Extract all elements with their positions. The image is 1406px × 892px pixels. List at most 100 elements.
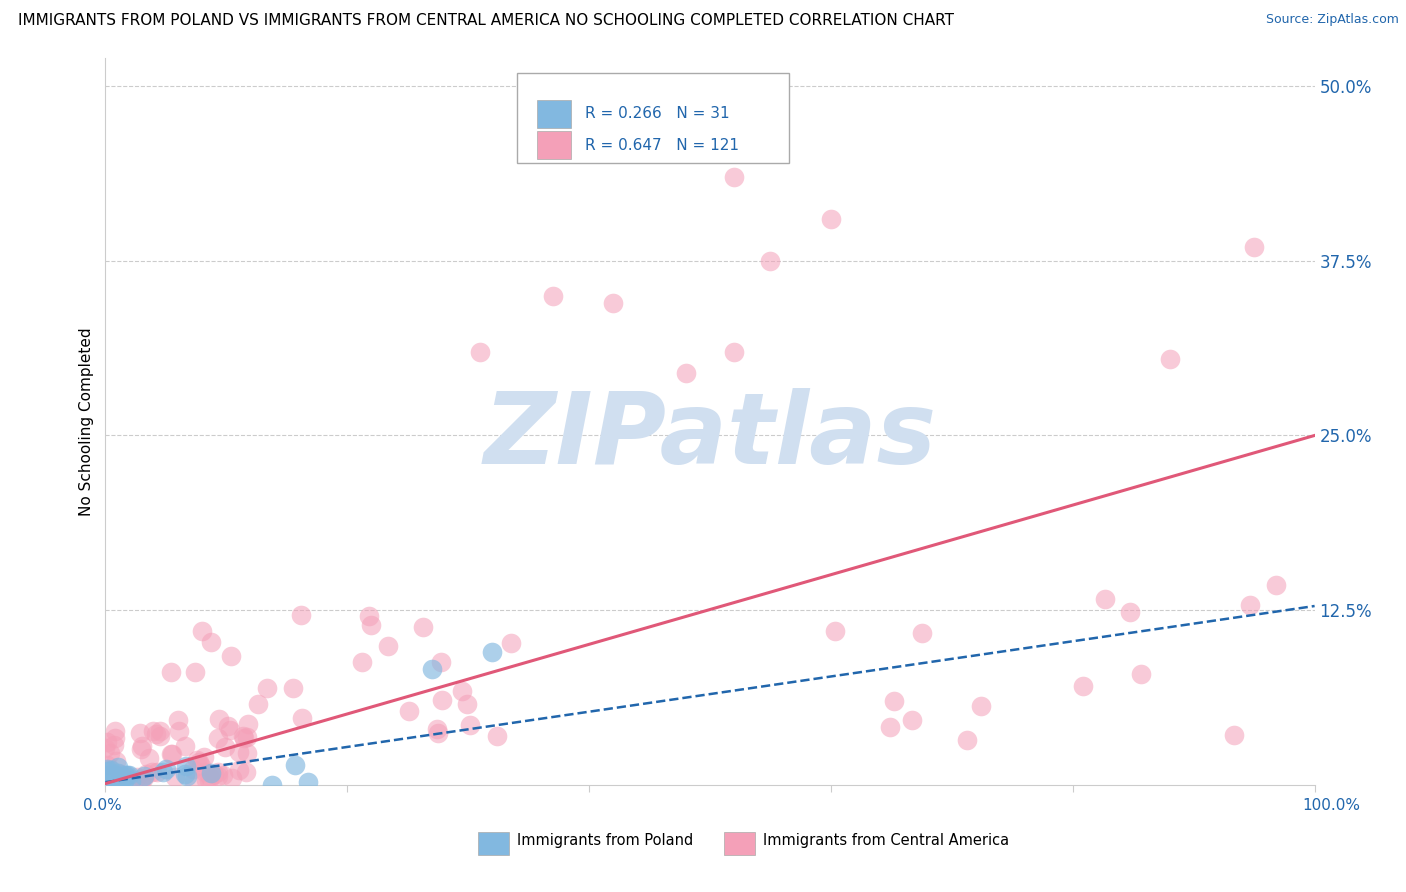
Text: IMMIGRANTS FROM POLAND VS IMMIGRANTS FROM CENTRAL AMERICA NO SCHOOLING COMPLETED: IMMIGRANTS FROM POLAND VS IMMIGRANTS FRO…	[18, 13, 955, 29]
Point	[190, 759, 212, 773]
Point	[131, 739, 153, 753]
Text: Immigrants from Central America: Immigrants from Central America	[763, 833, 1010, 847]
Point	[101, 772, 124, 786]
Point	[232, 729, 254, 743]
Point	[129, 772, 152, 786]
Point	[105, 769, 128, 783]
Point	[160, 747, 183, 761]
Point	[104, 771, 127, 785]
Point	[103, 738, 125, 752]
Point	[420, 662, 443, 676]
Point	[114, 768, 136, 782]
Point	[135, 767, 157, 781]
Point	[820, 211, 842, 226]
Point	[152, 764, 174, 779]
Point	[675, 366, 697, 380]
Point	[200, 766, 222, 780]
Point	[193, 750, 215, 764]
Point	[281, 681, 304, 696]
Point	[165, 770, 187, 784]
Point	[202, 766, 225, 780]
Point	[900, 713, 922, 727]
Point	[169, 723, 191, 738]
Point	[221, 771, 243, 785]
Point	[101, 770, 124, 784]
Point	[96, 764, 118, 779]
Point	[174, 759, 197, 773]
Point	[297, 775, 319, 789]
Point	[149, 724, 172, 739]
Point	[176, 769, 198, 783]
Point	[759, 253, 782, 268]
Point	[458, 718, 481, 732]
Point	[883, 694, 905, 708]
FancyBboxPatch shape	[516, 72, 789, 163]
Point	[111, 770, 134, 784]
Point	[1159, 351, 1181, 366]
Point	[138, 750, 160, 764]
FancyBboxPatch shape	[537, 131, 571, 159]
Point	[723, 169, 745, 184]
Point	[117, 768, 139, 782]
Point	[398, 704, 420, 718]
Point	[125, 770, 148, 784]
Point	[194, 765, 217, 780]
Point	[499, 636, 522, 650]
Point	[247, 698, 270, 712]
Point	[146, 765, 169, 780]
Point	[470, 344, 492, 359]
Point	[207, 712, 229, 726]
Point	[352, 655, 374, 669]
Point	[377, 639, 399, 653]
Point	[290, 711, 312, 725]
Text: R = 0.647   N = 121: R = 0.647 N = 121	[585, 137, 740, 153]
Point	[430, 693, 453, 707]
Point	[1094, 592, 1116, 607]
Point	[1264, 578, 1286, 592]
Point	[160, 747, 183, 762]
Point	[132, 769, 155, 783]
Point	[181, 763, 204, 777]
Point	[190, 624, 212, 638]
Point	[186, 753, 208, 767]
Point	[236, 717, 259, 731]
Point	[174, 739, 197, 754]
Point	[129, 741, 152, 756]
Point	[108, 766, 131, 780]
Point	[104, 724, 127, 739]
Point	[159, 665, 181, 680]
Point	[184, 665, 207, 680]
Point	[360, 618, 382, 632]
Point	[956, 733, 979, 747]
Point	[541, 288, 564, 302]
Point	[94, 740, 117, 755]
Point	[824, 624, 846, 638]
Point	[1239, 599, 1261, 613]
Point	[129, 726, 152, 740]
Point	[100, 763, 122, 777]
Text: R = 0.266   N = 31: R = 0.266 N = 31	[585, 106, 730, 121]
Point	[485, 729, 508, 743]
Point	[235, 764, 257, 779]
Point	[284, 758, 307, 772]
Point	[96, 735, 118, 749]
Point	[218, 723, 240, 737]
Point	[723, 344, 745, 359]
Point	[118, 768, 141, 782]
Point	[359, 608, 381, 623]
Point	[219, 649, 242, 664]
Point	[262, 778, 284, 792]
Text: Immigrants from Poland: Immigrants from Poland	[517, 833, 693, 847]
Point	[290, 608, 312, 623]
Point	[148, 729, 170, 743]
Point	[233, 731, 256, 745]
Point	[129, 774, 152, 789]
Point	[481, 645, 503, 659]
Text: Source: ZipAtlas.com: Source: ZipAtlas.com	[1265, 13, 1399, 27]
Point	[602, 295, 624, 310]
Point	[200, 635, 222, 649]
Point	[96, 757, 118, 772]
Point	[879, 720, 901, 734]
Y-axis label: No Schooling Completed: No Schooling Completed	[79, 327, 94, 516]
Point	[200, 770, 222, 784]
